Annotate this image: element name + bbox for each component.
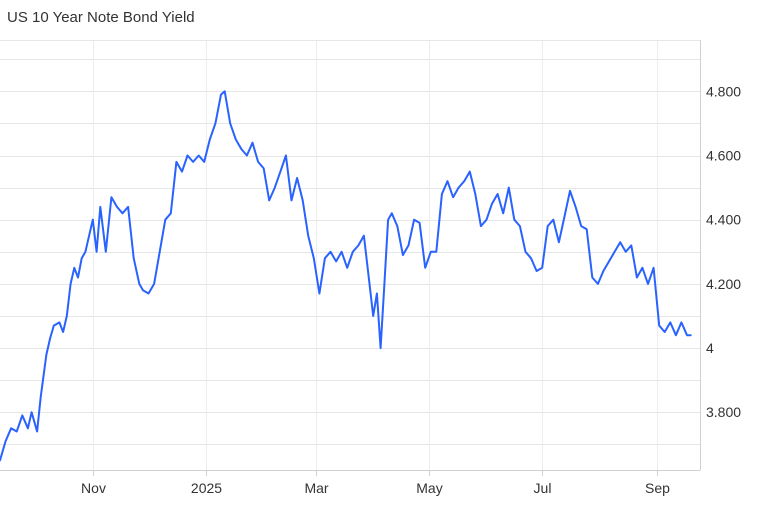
y-axis-ticks: 3.800 4 4.200 4.400 4.600 4.800 — [706, 83, 741, 420]
grid — [0, 40, 700, 470]
y-tick-label: 4.400 — [706, 212, 741, 228]
series-line — [0, 90, 692, 462]
x-tick-label: Nov — [81, 480, 106, 496]
x-tick-label: Mar — [304, 480, 328, 496]
y-tick-label: 4.600 — [706, 148, 741, 164]
y-tick-label: 4.200 — [706, 276, 741, 292]
x-tick-label: Jul — [534, 480, 552, 496]
x-tick-label: Sep — [645, 480, 670, 496]
x-tick-label: 2025 — [191, 480, 222, 496]
y-tick-label: 4.800 — [706, 83, 741, 99]
y-tick-label: 4 — [706, 340, 714, 356]
chart-title: US 10 Year Note Bond Yield — [7, 9, 195, 26]
x-tick-label: May — [416, 480, 442, 496]
x-axis-ticks: Nov 2025 Mar May Jul Sep — [81, 470, 670, 496]
axes — [0, 40, 701, 471]
series-layer — [0, 90, 692, 462]
y-tick-label: 3.800 — [706, 404, 741, 420]
